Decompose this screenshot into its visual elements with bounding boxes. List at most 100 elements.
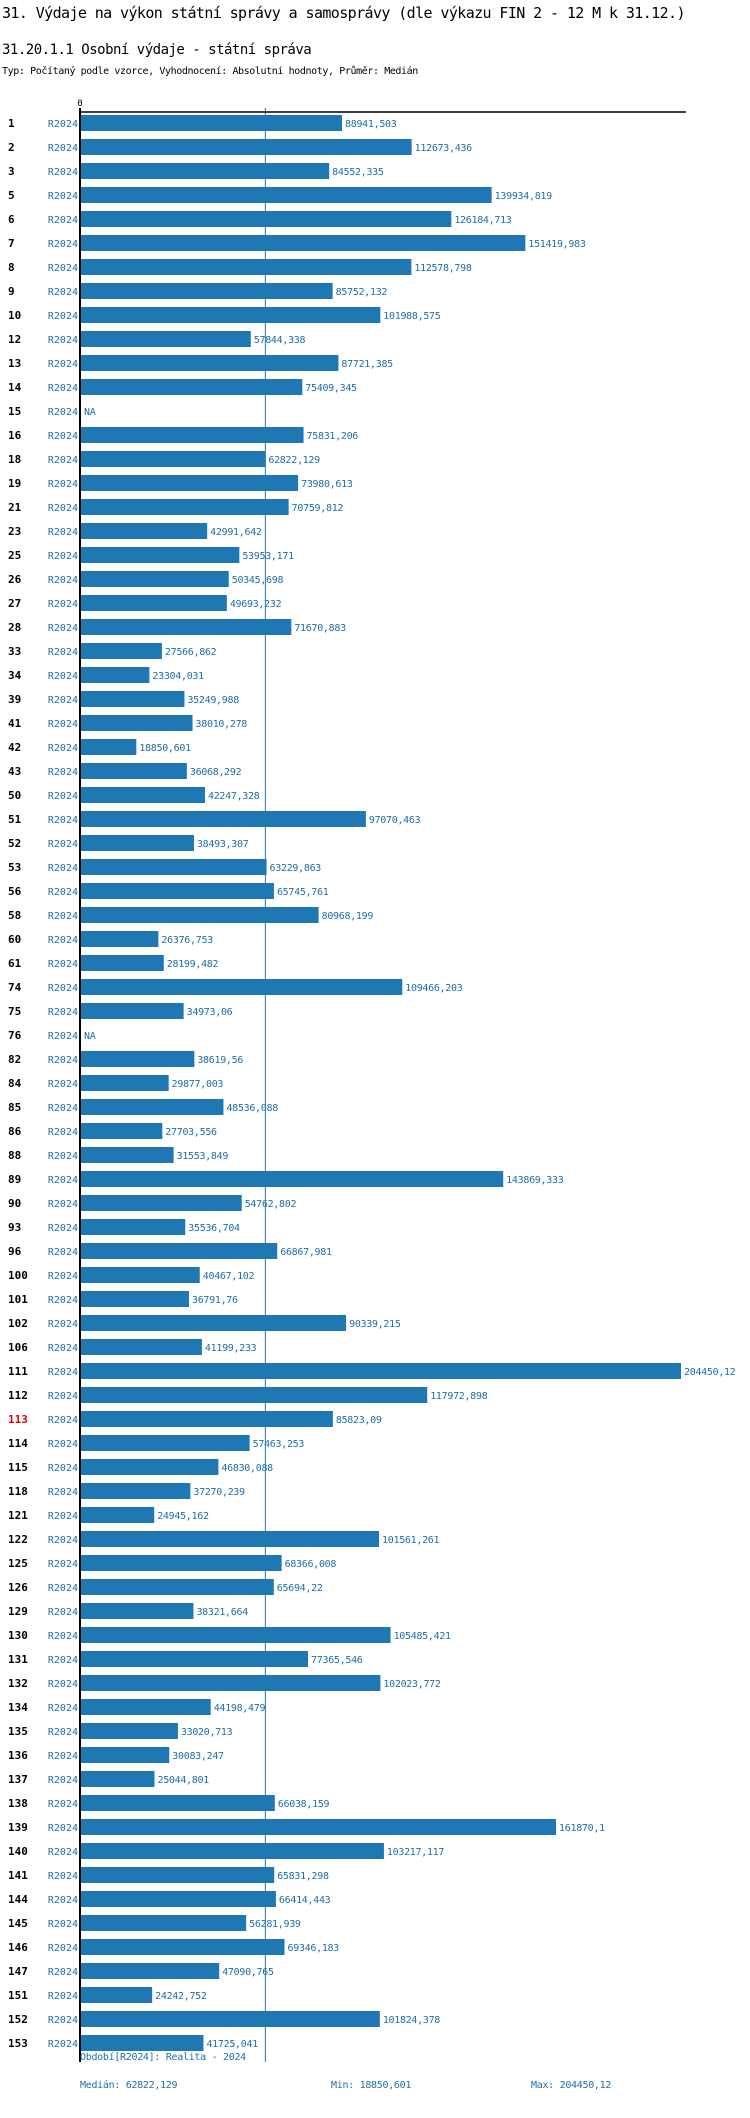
bar — [81, 2011, 380, 2027]
value-label: 31553,849 — [177, 1151, 229, 1162]
bar — [81, 1819, 557, 1835]
category-label: 145 — [8, 1917, 28, 1930]
series-label: R2024 — [48, 911, 78, 922]
value-label: 117972,898 — [430, 1391, 487, 1402]
value-label: 26376,753 — [161, 935, 213, 946]
x-tick-label: 0 — [77, 99, 82, 109]
category-label: 139 — [8, 1821, 28, 1834]
series-label: R2024 — [48, 1199, 78, 1210]
series-label: R2024 — [48, 1511, 78, 1522]
series-label: R2024 — [48, 503, 78, 514]
series-label: R2024 — [48, 119, 78, 130]
bar — [81, 499, 289, 515]
series-label: R2024 — [48, 959, 78, 970]
category-label: 147 — [8, 1965, 28, 1978]
category-label: 144 — [8, 1893, 28, 1906]
category-label: 60 — [8, 933, 21, 946]
value-label: 28199,482 — [167, 959, 219, 970]
value-label: 66414,443 — [279, 1895, 331, 1906]
category-label: 27 — [8, 597, 21, 610]
bar — [81, 1987, 153, 2003]
value-label: 65831,298 — [277, 1871, 329, 1882]
category-label: 6 — [8, 213, 15, 226]
series-label: R2024 — [48, 983, 78, 994]
value-label: 18850,601 — [139, 743, 191, 754]
value-label: 54762,802 — [245, 1199, 297, 1210]
series-label: R2024 — [48, 1703, 78, 1714]
bar — [81, 1315, 347, 1331]
series-label: R2024 — [48, 1631, 78, 1642]
value-label: 101988,575 — [383, 311, 440, 322]
category-label: 28 — [8, 621, 21, 634]
value-label: 35536,704 — [188, 1223, 240, 1234]
value-label: 36068,292 — [190, 767, 242, 778]
series-label: R2024 — [48, 1895, 78, 1906]
category-label: 118 — [8, 1485, 28, 1498]
series-label: R2024 — [48, 1655, 78, 1666]
value-label: 57844,338 — [254, 335, 306, 346]
value-label: 66038,159 — [278, 1799, 330, 1810]
bar — [81, 1075, 169, 1091]
category-label: 122 — [8, 1533, 28, 1546]
bar — [81, 1963, 220, 1979]
series-label: R2024 — [48, 671, 78, 682]
bar — [81, 1387, 428, 1403]
bar — [81, 1747, 170, 1763]
category-label: 90 — [8, 1197, 21, 1210]
bar — [81, 811, 366, 827]
value-label: 38321,664 — [196, 1607, 248, 1618]
value-label: 49693,232 — [230, 599, 282, 610]
series-label: R2024 — [48, 1607, 78, 1618]
value-label: 105485,421 — [394, 1631, 451, 1642]
series-label: R2024 — [48, 1967, 78, 1978]
category-label: 146 — [8, 1941, 28, 1954]
bar — [81, 283, 333, 299]
series-label: R2024 — [48, 1271, 78, 1282]
category-label: 96 — [8, 1245, 22, 1258]
category-label: 106 — [8, 1341, 28, 1354]
series-label: R2024 — [48, 647, 78, 658]
value-label: 80968,199 — [322, 911, 374, 922]
bar — [81, 187, 492, 203]
value-label: 38010,278 — [196, 719, 248, 730]
value-label: 24945,162 — [157, 1511, 209, 1522]
category-label: 8 — [8, 261, 15, 274]
bar — [81, 235, 526, 251]
value-label: 85752,132 — [336, 287, 388, 298]
series-label: R2024 — [48, 1007, 78, 1018]
category-label: 115 — [8, 1461, 28, 1474]
series-label: R2024 — [48, 1391, 78, 1402]
value-label: 33020,713 — [181, 1727, 233, 1738]
category-label: 84 — [8, 1077, 22, 1090]
category-label: 1 — [8, 117, 15, 130]
bar — [81, 1483, 191, 1499]
bar — [81, 1099, 224, 1115]
bar — [81, 1411, 333, 1427]
bar — [81, 643, 162, 659]
category-label: 102 — [8, 1317, 28, 1330]
bar — [81, 571, 229, 587]
bar — [81, 1051, 195, 1067]
bar — [81, 1915, 247, 1931]
value-label: 29877,003 — [172, 1079, 224, 1090]
category-label: 21 — [8, 501, 22, 514]
bar — [81, 1579, 274, 1595]
value-label: 42247,328 — [208, 791, 260, 802]
series-label: R2024 — [48, 1679, 78, 1690]
value-label: 101561,261 — [382, 1535, 439, 1546]
series-label: R2024 — [48, 407, 78, 418]
bar — [81, 1939, 285, 1955]
category-label: 12 — [8, 333, 21, 346]
bar — [81, 1507, 155, 1523]
value-label: NA — [84, 1031, 96, 1042]
category-label: 129 — [8, 1605, 28, 1618]
category-label: 76 — [8, 1029, 22, 1042]
category-label: 51 — [8, 813, 22, 826]
category-label: 56 — [8, 885, 22, 898]
series-label: R2024 — [48, 2039, 78, 2050]
series-label: R2024 — [48, 1727, 78, 1738]
category-label: 74 — [8, 981, 22, 994]
bar — [81, 619, 292, 635]
series-label: R2024 — [48, 1487, 78, 1498]
series-label: R2024 — [48, 191, 78, 202]
